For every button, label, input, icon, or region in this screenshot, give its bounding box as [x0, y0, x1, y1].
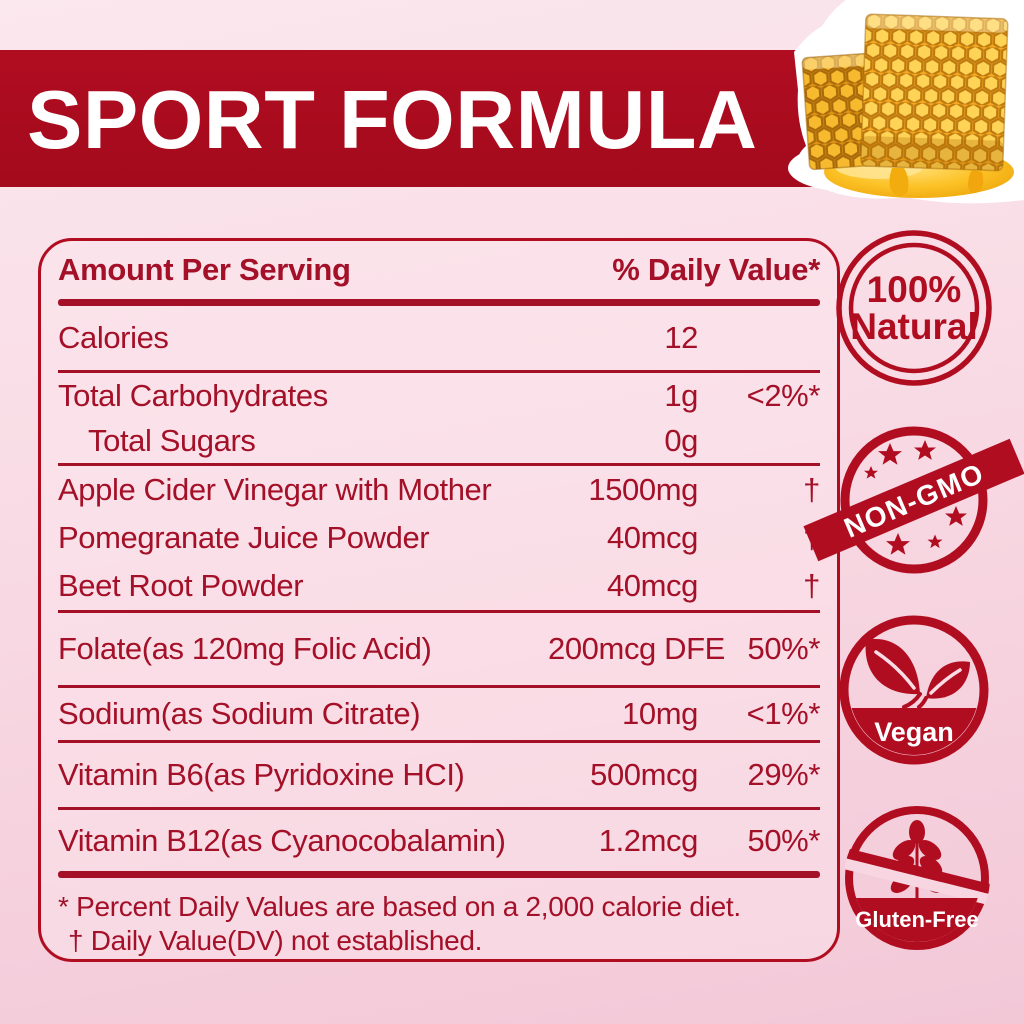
nutrient-row: Apple Cider Vinegar with Mother 1500mg † [58, 466, 820, 514]
nutrient-daily-value: † [803, 568, 820, 603]
supplement-facts-panel: Amount Per Serving % Daily Value* Calori… [38, 238, 840, 962]
nutrient-amount: 1500mg [588, 472, 698, 507]
leaves-icon [865, 639, 970, 709]
nutrient-label: Vitamin B6(as Pyridoxine HCI) [58, 757, 465, 792]
product-title: SPORT FORMULA [27, 73, 758, 166]
facts-header: Amount Per Serving % Daily Value* [58, 241, 820, 299]
nutrient-label: Total Sugars [88, 422, 256, 458]
nutrient-row: Vitamin B6(as Pyridoxine HCI) 500mcg 29%* [58, 743, 820, 807]
row-separator [58, 610, 820, 613]
vegan-ring [839, 615, 989, 765]
badge-non-gmo: NON-GMO [799, 418, 1024, 593]
nutrient-amount: 0g [664, 422, 698, 458]
nutrient-daily-value: 50%* [747, 631, 820, 666]
nutrient-amount: 40mcg [606, 520, 698, 555]
nutrient-amount: 200mcg DFE [548, 631, 725, 666]
nutrient-amount: 500mcg [590, 757, 698, 792]
row-separator [58, 463, 820, 466]
nutrient-label: Vitamin B12(as Cyanocobalamin) [58, 822, 506, 858]
vegan-label: Vegan [874, 717, 954, 747]
gluten-free-label: Gluten-Free [855, 907, 978, 932]
nutrient-label: Apple Cider Vinegar with Mother [58, 472, 492, 507]
non-gmo-ribbon: NON-GMO [803, 438, 1024, 562]
footnotes: * Percent Daily Values are based on a 2,… [58, 890, 820, 958]
nutrient-daily-value: † [803, 472, 820, 507]
badge-vegan: Vegan [834, 610, 994, 775]
nutrient-label: Calories [58, 320, 169, 355]
header-rule [58, 299, 820, 306]
nutrient-daily-value: 29%* [747, 757, 820, 792]
nutrient-daily-value: <2%* [746, 377, 821, 413]
amount-per-serving-header: Amount Per Serving [58, 252, 351, 287]
nutrient-amount: 12 [664, 320, 698, 355]
nutrient-label: Beet Root Powder [58, 568, 304, 603]
nutrient-daily-value: <1%* [746, 696, 821, 731]
nutrient-rows: Calories 12 Total Carbohydrates 1g <2%* Total… [58, 306, 820, 878]
nutrient-row: Folate(as 120mg Folic Acid) 200mcg DFE 50%… [58, 613, 820, 685]
honeycomb-photo [774, 0, 1024, 207]
non-gmo-label: NON-GMO [840, 457, 989, 544]
nutrient-row: Sodium(as Sodium Citrate) 10mg <1%* [58, 688, 820, 740]
nutrient-row: Vitamin B12(as Cyanocobalamin) 1.2mcg 50%* [58, 810, 820, 871]
nutrient-label: Folate(as 120mg Folic Acid) [58, 631, 432, 666]
natural-line2: Natural [850, 306, 977, 347]
gluten-ring [845, 806, 989, 950]
nutrient-row: Total Sugars 0g [58, 418, 820, 463]
nutrient-daily-value: 50%* [747, 822, 820, 858]
nutrient-row: Total Carbohydrates 1g <2%* [58, 373, 820, 418]
footnote-dagger: † Daily Value(DV) not established. [68, 925, 483, 956]
natural-outer-ring [836, 230, 992, 386]
nutrient-row: Beet Root Powder 40mcg † [58, 562, 820, 610]
footnote-percent-dv: * Percent Daily Values are based on a 2,… [58, 891, 741, 922]
natural-line1: 100% [867, 269, 962, 310]
nutrient-label: Total Carbohydrates [58, 377, 328, 413]
nutrient-amount: 40mcg [606, 568, 698, 603]
row-separator [58, 807, 820, 810]
row-separator [58, 740, 820, 743]
badge-gluten-free: Gluten-Free [837, 798, 997, 963]
daily-value-header: % Daily Value* [612, 252, 820, 287]
natural-inner-ring [848, 242, 980, 374]
nutrient-label: Pomegranate Juice Powder [58, 520, 430, 555]
strike-through [844, 844, 990, 909]
row-separator [58, 685, 820, 688]
row-separator [58, 871, 820, 878]
badge-100-natural: 100% Natural [834, 228, 994, 393]
non-gmo-ring [840, 426, 988, 574]
nutrient-amount: 1g [664, 377, 698, 413]
nutrient-row: Calories 12 [58, 306, 820, 370]
nutrient-amount: 10mg [622, 696, 698, 731]
nutrient-label: Sodium(as Sodium Citrate) [58, 696, 421, 731]
nutrient-amount: 1.2mcg [598, 822, 699, 858]
honeycomb-illustration [788, 0, 1024, 204]
row-separator [58, 370, 820, 373]
